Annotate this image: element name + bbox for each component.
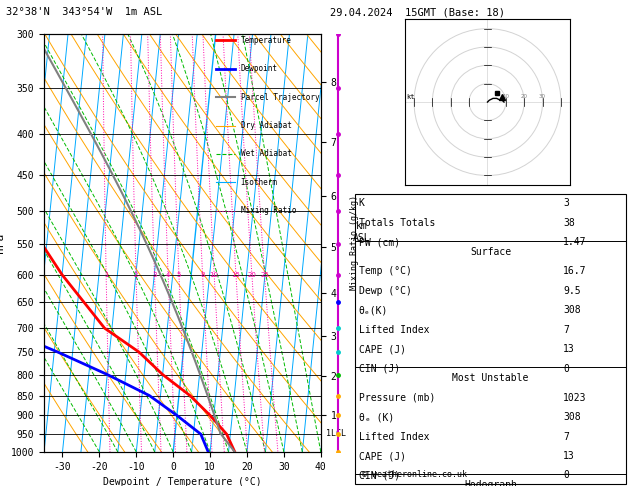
Text: 10: 10	[503, 94, 509, 100]
Text: PW (cm): PW (cm)	[359, 237, 399, 247]
Text: 38: 38	[563, 218, 575, 228]
Text: 8: 8	[200, 272, 205, 278]
Text: 16.7: 16.7	[563, 266, 586, 277]
Text: Dewp (°C): Dewp (°C)	[359, 286, 411, 296]
Text: Totals Totals: Totals Totals	[359, 218, 435, 228]
Text: kt: kt	[407, 94, 415, 100]
Text: 29.04.2024  15GMT (Base: 18): 29.04.2024 15GMT (Base: 18)	[330, 7, 505, 17]
Text: 15: 15	[231, 272, 240, 278]
Text: 0: 0	[563, 470, 569, 481]
Text: Wet Adiabat: Wet Adiabat	[240, 150, 291, 158]
Text: 30: 30	[539, 94, 546, 100]
Text: 20: 20	[521, 94, 528, 100]
Text: θₑ (K): θₑ (K)	[359, 412, 394, 422]
Text: 3: 3	[152, 272, 157, 278]
Text: CIN (J): CIN (J)	[359, 470, 399, 481]
Text: 10: 10	[209, 272, 219, 278]
Text: 1023: 1023	[563, 393, 586, 403]
Text: 7: 7	[563, 325, 569, 335]
Text: 2: 2	[134, 272, 138, 278]
Text: 4: 4	[166, 272, 170, 278]
Text: Mixing Ratio: Mixing Ratio	[240, 207, 296, 215]
Text: 3: 3	[563, 198, 569, 208]
Text: Temp (°C): Temp (°C)	[359, 266, 411, 277]
Text: 1.47: 1.47	[563, 237, 586, 247]
X-axis label: Dewpoint / Temperature (°C): Dewpoint / Temperature (°C)	[103, 477, 262, 486]
Text: Mixing Ratio (g/kg): Mixing Ratio (g/kg)	[350, 195, 359, 291]
Text: K: K	[359, 198, 364, 208]
Text: 25: 25	[260, 272, 269, 278]
Y-axis label: hPa: hPa	[0, 233, 5, 253]
Text: CAPE (J): CAPE (J)	[359, 451, 406, 461]
Text: Lifted Index: Lifted Index	[359, 432, 429, 442]
Text: 1: 1	[104, 272, 108, 278]
Text: Dry Adiabat: Dry Adiabat	[240, 121, 291, 130]
Text: Dewpoint: Dewpoint	[240, 64, 277, 73]
Text: 308: 308	[563, 305, 581, 315]
Text: Hodograph: Hodograph	[464, 480, 517, 486]
Text: 7: 7	[563, 432, 569, 442]
Text: 13: 13	[563, 451, 575, 461]
Text: 13: 13	[563, 344, 575, 354]
Text: Lifted Index: Lifted Index	[359, 325, 429, 335]
Text: CAPE (J): CAPE (J)	[359, 344, 406, 354]
Text: 9.5: 9.5	[563, 286, 581, 296]
Text: Temperature: Temperature	[240, 36, 291, 45]
Text: 32°38'N  343°54'W  1m ASL: 32°38'N 343°54'W 1m ASL	[6, 7, 162, 17]
Text: Parcel Trajectory: Parcel Trajectory	[240, 93, 319, 102]
Text: CIN (J): CIN (J)	[359, 364, 399, 374]
Text: Most Unstable: Most Unstable	[452, 373, 529, 383]
Text: 308: 308	[563, 412, 581, 422]
Text: Pressure (mb): Pressure (mb)	[359, 393, 435, 403]
Text: Isotherm: Isotherm	[240, 178, 277, 187]
Text: 20: 20	[247, 272, 256, 278]
Y-axis label: km
ASL: km ASL	[353, 222, 370, 243]
Text: Surface: Surface	[470, 247, 511, 257]
Text: 1LCL: 1LCL	[326, 429, 347, 438]
Text: θₑ(K): θₑ(K)	[359, 305, 388, 315]
Text: © weatheronline.co.uk: © weatheronline.co.uk	[362, 469, 467, 479]
Text: 5: 5	[177, 272, 181, 278]
Text: 0: 0	[563, 364, 569, 374]
